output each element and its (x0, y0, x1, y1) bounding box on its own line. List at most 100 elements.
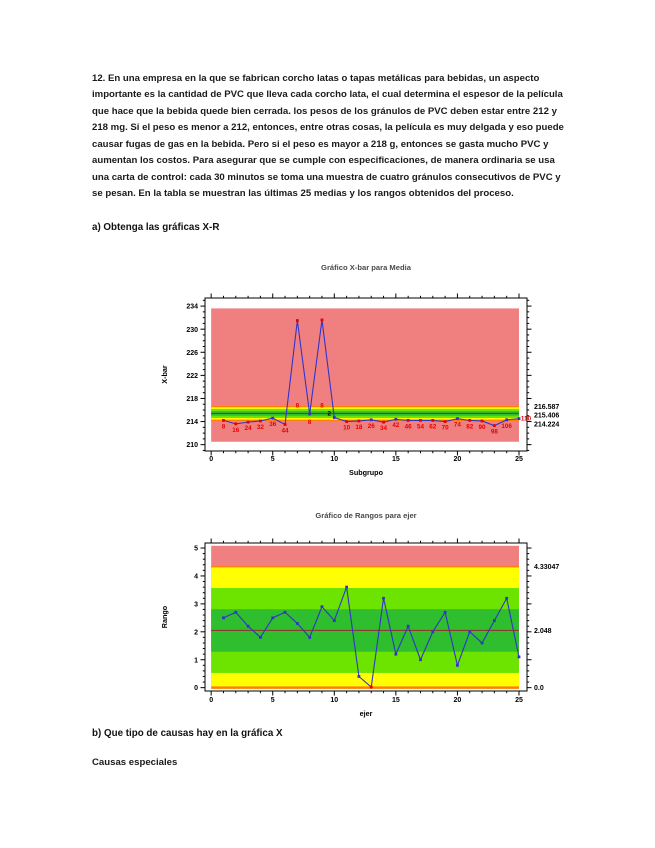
svg-text:5: 5 (271, 697, 275, 704)
chart-title: Gráfico X-bar para Media (321, 263, 412, 272)
svg-text:25: 25 (515, 456, 523, 463)
svg-text:74: 74 (454, 422, 462, 429)
data-point-marker (394, 652, 398, 656)
svg-text:44: 44 (282, 427, 290, 434)
data-point-marker (283, 610, 287, 614)
data-point-marker (369, 418, 373, 422)
svg-text:18: 18 (355, 424, 363, 431)
data-point-marker (345, 585, 349, 589)
svg-text:10: 10 (330, 697, 338, 704)
data-point-marker (456, 663, 459, 667)
data-point-marker (406, 624, 410, 628)
svg-text:106: 106 (501, 423, 512, 430)
data-point-marker (345, 420, 349, 423)
data-point-marker (468, 419, 472, 422)
svg-text:42: 42 (392, 422, 400, 429)
data-point-marker (517, 655, 521, 659)
data-point-marker (320, 318, 324, 322)
axes: 0 5 10 15 20 25 0 1 2 3 4 5 (194, 538, 532, 704)
data-point-marker (357, 419, 361, 423)
data-point-marker (431, 419, 435, 422)
svg-text:8: 8 (296, 403, 300, 410)
svg-text:15: 15 (392, 697, 400, 704)
svg-text:214.224: 214.224 (534, 421, 559, 428)
data-point-marker (382, 420, 385, 424)
svg-text:26: 26 (368, 423, 376, 430)
svg-text:2: 2 (328, 411, 332, 418)
svg-text:5: 5 (271, 456, 275, 463)
heading-b: b) Que tipo de causas hay en la gráfica … (92, 728, 283, 739)
data-point-marker (295, 319, 299, 322)
svg-text:2.048: 2.048 (534, 628, 552, 635)
answer-text: Causas especiales (92, 757, 178, 768)
y-axis-label: X-bar (160, 365, 169, 384)
svg-text:216.587: 216.587 (534, 404, 559, 411)
svg-text:214: 214 (186, 419, 198, 426)
data-point-marker (320, 605, 324, 609)
data-point-marker (406, 419, 410, 422)
svg-text:15: 15 (392, 456, 400, 463)
problem-statement: 12. En una empresa en la que se fabrican… (92, 73, 564, 200)
svg-text:8: 8 (222, 423, 226, 430)
svg-text:210: 210 (186, 442, 198, 449)
svg-text:20: 20 (454, 456, 462, 463)
data-point-marker (308, 412, 312, 416)
svg-text:226: 226 (186, 350, 198, 357)
data-point-marker (308, 635, 312, 639)
svg-text:4: 4 (194, 574, 198, 581)
data-point-marker (419, 658, 422, 662)
data-point-marker (271, 616, 275, 620)
data-point-marker (517, 417, 521, 421)
svg-text:70: 70 (442, 425, 450, 432)
svg-text:218: 218 (186, 396, 198, 403)
svg-text:222: 222 (186, 373, 198, 380)
svg-text:0: 0 (209, 697, 213, 704)
data-point-marker (492, 424, 496, 427)
data-point-marker (382, 596, 385, 600)
data-point-marker (369, 685, 373, 689)
chart-title: Gráfico de Rangos para ejer (315, 511, 416, 520)
heading-a: a) Obtenga las gráficas X-R (92, 222, 220, 233)
data-point-marker (480, 419, 484, 423)
svg-text:10: 10 (330, 456, 338, 463)
data-point-marker (468, 630, 472, 634)
svg-text:62: 62 (429, 423, 437, 430)
x-axis-label: Subgrupo (349, 468, 384, 477)
chart-text: Gráfico de Rangos para ejer ejer Rango (160, 511, 417, 718)
svg-text:4.33047: 4.33047 (534, 564, 559, 571)
svg-text:24: 24 (245, 425, 253, 432)
data-point-marker (431, 630, 435, 634)
svg-text:82: 82 (466, 423, 474, 430)
svg-text:46: 46 (405, 423, 413, 430)
svg-text:230: 230 (186, 327, 198, 334)
svg-text:8: 8 (320, 403, 324, 410)
data-point-marker (394, 417, 398, 421)
data-point-marker (259, 419, 262, 423)
svg-text:0: 0 (209, 456, 213, 463)
data-point-marker (505, 418, 509, 422)
data-point-marker (332, 619, 336, 623)
svg-text:110: 110 (521, 416, 532, 423)
data-point-marker (443, 610, 447, 614)
data-point-marker (419, 419, 422, 422)
svg-text:0: 0 (194, 685, 198, 692)
data-point-marker (443, 420, 447, 423)
data-point-marker (456, 417, 459, 421)
data-point-marker (332, 416, 336, 419)
data-point-marker (283, 423, 287, 426)
svg-text:32: 32 (257, 424, 265, 431)
svg-text:8: 8 (308, 419, 312, 426)
svg-text:54: 54 (417, 423, 425, 430)
svg-text:34: 34 (380, 425, 388, 432)
data-point-marker (295, 622, 299, 625)
data-point-marker (505, 596, 509, 600)
svg-text:215.406: 215.406 (534, 413, 559, 420)
svg-text:36: 36 (269, 421, 277, 428)
data-point-marker (357, 675, 361, 678)
range-control-chart: 0 5 10 15 20 25 0 1 2 3 4 5 4.33047 2.048 0.0 Gráfico d… (160, 511, 559, 718)
